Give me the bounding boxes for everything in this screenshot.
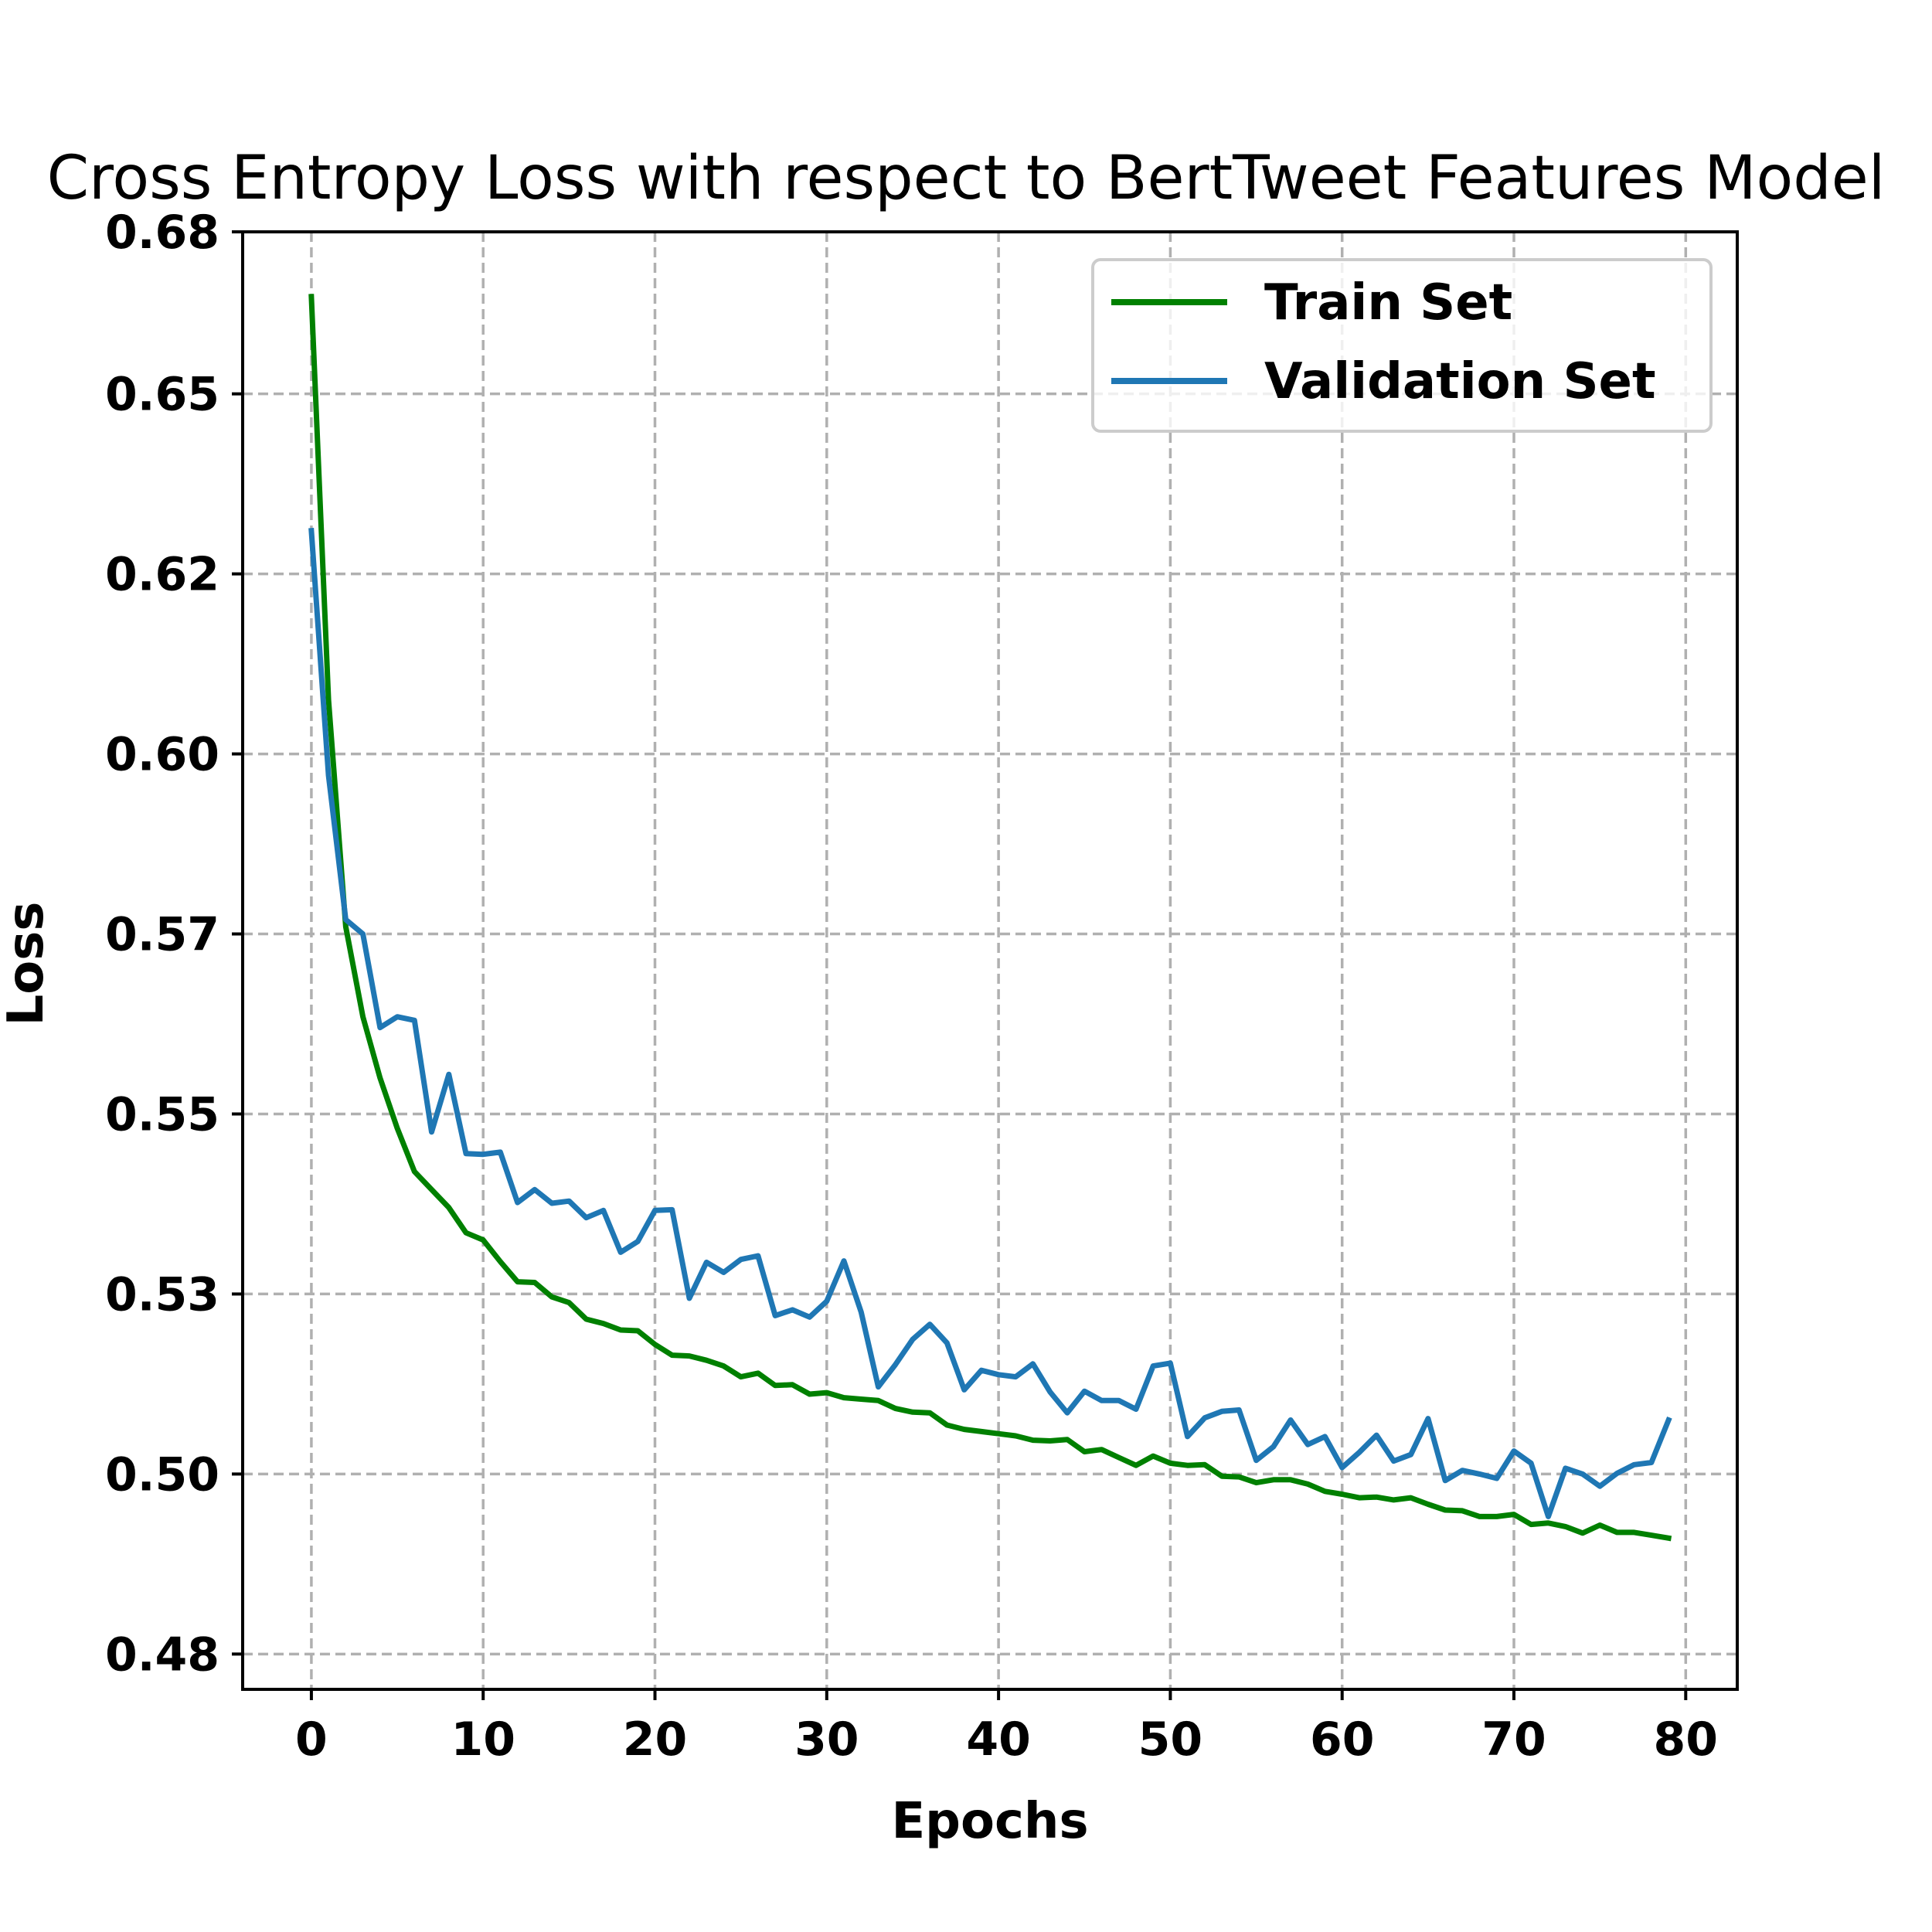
chart-title: Cross Entropy Loss with respect to BertT…	[47, 144, 1886, 213]
x-tick-label: 70	[1481, 1713, 1546, 1767]
x-tick-label: 10	[451, 1713, 515, 1767]
x-tick-label: 40	[966, 1713, 1031, 1767]
validation-loss-line	[308, 527, 1672, 1519]
x-tick-label: 50	[1138, 1713, 1203, 1767]
x-tick-label: 30	[794, 1713, 859, 1767]
legend-label-train: Train Set	[1264, 274, 1512, 332]
y-tick-label: 0.65	[105, 368, 219, 422]
y-tick-label: 0.60	[105, 728, 219, 782]
legend-label-validation: Validation Set	[1264, 353, 1656, 410]
y-tick-label: 0.62	[105, 548, 219, 602]
y-tick-label: 0.55	[105, 1087, 219, 1141]
y-tick-label: 0.57	[105, 908, 219, 962]
x-tick-label: 0	[295, 1713, 328, 1767]
legend-box	[1091, 258, 1713, 433]
y-axis-ticks: 0.48 0.50 0.53 0.55 0.57 0.60 0.62 0.65 0.68	[105, 206, 243, 1682]
series-lines	[308, 294, 1672, 1542]
x-axis-ticks: 0 10 20 30 40 50 60 70 80	[295, 1689, 1718, 1767]
y-tick-label: 0.48	[105, 1628, 219, 1682]
x-tick-label: 80	[1654, 1713, 1719, 1767]
legend: Train Set Validation Set	[1091, 258, 1713, 433]
y-axis-label: Loss	[0, 902, 55, 1026]
y-tick-label: 0.68	[105, 206, 219, 260]
x-tick-label: 20	[623, 1713, 688, 1767]
grid	[243, 230, 1737, 1689]
y-tick-label: 0.53	[105, 1267, 219, 1321]
y-tick-label: 0.50	[105, 1447, 219, 1502]
plot-frame	[241, 230, 1739, 1691]
train-loss-line	[308, 294, 1672, 1542]
x-axis-label: Epochs	[891, 1793, 1088, 1850]
x-tick-label: 60	[1310, 1713, 1375, 1767]
